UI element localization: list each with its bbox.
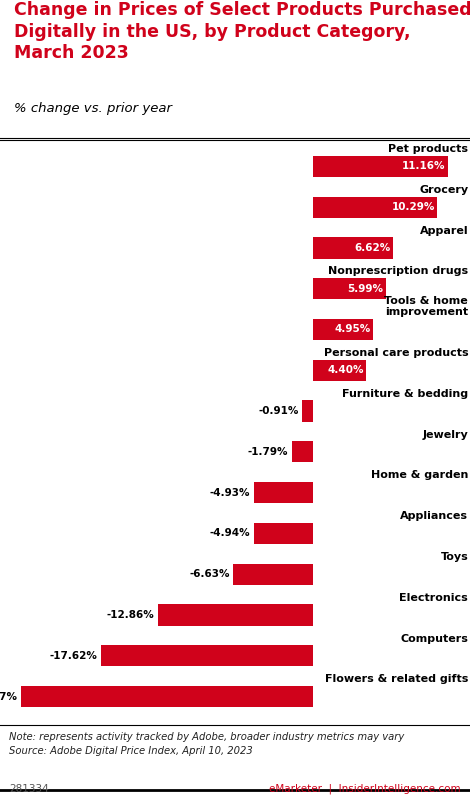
Text: -4.93%: -4.93% [210, 487, 251, 498]
Text: % change vs. prior year: % change vs. prior year [14, 101, 172, 115]
Text: Change in Prices of Select Products Purchased
Digitally in the US, by Product Ca: Change in Prices of Select Products Purc… [14, 2, 470, 62]
Bar [21, 686, 313, 707]
Text: Pet products: Pet products [388, 144, 468, 154]
Text: Apparel: Apparel [420, 225, 468, 236]
Bar [158, 604, 313, 626]
Text: -4.94%: -4.94% [210, 528, 250, 539]
Bar [254, 523, 313, 544]
Text: -12.86%: -12.86% [107, 610, 155, 620]
Text: 4.95%: 4.95% [334, 324, 370, 335]
Text: 10.29%: 10.29% [392, 202, 435, 212]
Text: 281334: 281334 [9, 785, 49, 794]
Bar [313, 237, 393, 259]
Text: Personal care products: Personal care products [323, 348, 468, 358]
Text: Nonprescription drugs: Nonprescription drugs [328, 266, 468, 276]
Text: Grocery: Grocery [419, 185, 468, 195]
Bar [101, 645, 313, 666]
Text: 4.40%: 4.40% [328, 365, 364, 376]
Text: Furniture & bedding: Furniture & bedding [342, 389, 468, 399]
Text: Flowers & related gifts: Flowers & related gifts [325, 674, 468, 685]
Bar [302, 400, 313, 422]
Text: -1.79%: -1.79% [248, 447, 288, 457]
Text: -6.63%: -6.63% [189, 569, 230, 579]
Text: -17.62%: -17.62% [49, 651, 97, 661]
Text: Home & garden: Home & garden [371, 471, 468, 480]
Text: Toys: Toys [440, 552, 468, 562]
Text: -24.27%: -24.27% [0, 692, 17, 702]
Text: Note: represents activity tracked by Adobe, broader industry metrics may vary
So: Note: represents activity tracked by Ado… [9, 732, 405, 756]
Text: -0.91%: -0.91% [258, 406, 299, 416]
Text: eMarketer  |  InsiderIntelligence.com: eMarketer | InsiderIntelligence.com [269, 784, 461, 794]
Bar [254, 482, 313, 503]
Bar [313, 156, 448, 177]
Text: Appliances: Appliances [400, 511, 468, 521]
Bar [313, 278, 385, 300]
Bar [292, 441, 313, 463]
Text: Electronics: Electronics [400, 593, 468, 602]
Bar [313, 319, 373, 340]
Text: Tools & home
improvement: Tools & home improvement [384, 296, 468, 317]
Bar [313, 360, 366, 381]
Text: 5.99%: 5.99% [347, 284, 383, 294]
Text: Jewelry: Jewelry [423, 430, 468, 439]
Bar [234, 563, 313, 585]
Text: 6.62%: 6.62% [354, 243, 391, 253]
Text: Computers: Computers [400, 634, 468, 643]
Bar [313, 197, 438, 218]
Text: 11.16%: 11.16% [402, 161, 446, 171]
